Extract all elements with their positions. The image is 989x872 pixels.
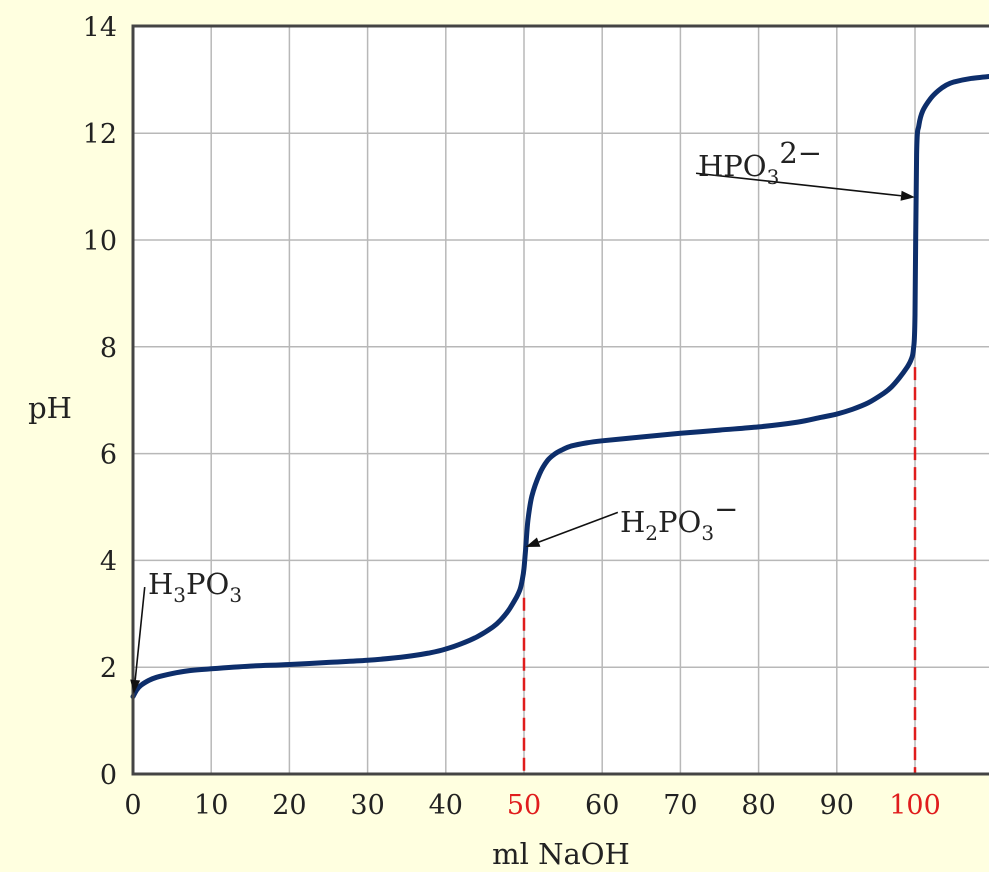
x-tick-label: 30 (350, 790, 384, 821)
x-tick-label: 60 (585, 790, 619, 821)
y-tick-label: 2 (100, 653, 117, 684)
axes (131, 24, 989, 776)
x-tick-labels: 0 10 20 30 40 50 60 70 80 90 100 (124, 790, 940, 821)
x-tick-label: 0 (124, 790, 141, 821)
x-tick-label: 20 (272, 790, 306, 821)
annotation-arrowhead (525, 537, 541, 548)
y-tick-label: 12 (83, 119, 117, 150)
plot-area (133, 26, 989, 774)
label-h2po3: H2PO3− (620, 492, 738, 545)
y-tick-label: 10 (83, 226, 117, 257)
y-tick-labels: 0 2 4 6 8 10 12 14 (83, 12, 117, 791)
x-axis-title: ml NaOH (492, 837, 630, 871)
label-hpo3: HPO32− (698, 136, 822, 189)
annotation-leader (695, 172, 902, 197)
annotation-arrowhead (130, 679, 141, 694)
annotation-leader (134, 587, 146, 681)
y-tick-label: 4 (100, 546, 117, 577)
y-tick-label: 8 (100, 333, 117, 364)
x-tick-label: 100 (889, 790, 941, 821)
annotation-arrowhead (900, 190, 915, 201)
x-tick-label: 10 (194, 790, 228, 821)
annotation-leader (538, 511, 619, 543)
x-tick-label: 50 (507, 790, 541, 821)
y-axis-title: pH (28, 391, 72, 425)
y-tick-label: 0 (100, 760, 117, 791)
x-tick-label: 40 (429, 790, 463, 821)
species-annotations (130, 172, 915, 694)
y-tick-label: 14 (83, 12, 117, 43)
x-tick-label: 70 (663, 790, 697, 821)
equivalence-markers (522, 367, 917, 774)
x-tick-label: 90 (820, 790, 854, 821)
y-tick-label: 6 (100, 440, 117, 471)
x-tick-label: 80 (741, 790, 775, 821)
titration-curve (130, 74, 989, 700)
label-h3po3: H3PO3 (148, 567, 242, 607)
